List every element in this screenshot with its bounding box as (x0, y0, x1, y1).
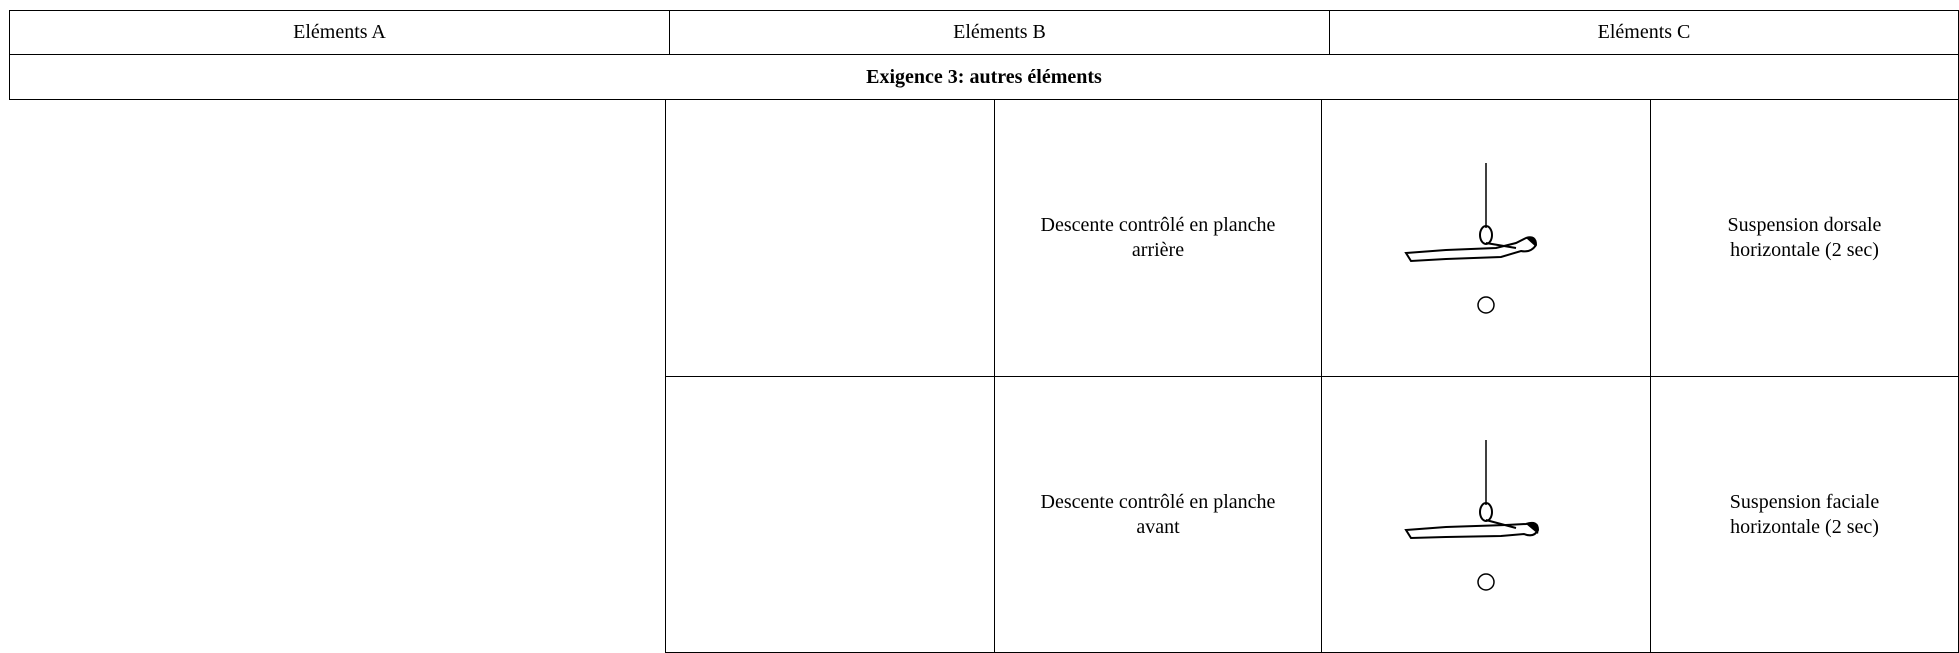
header-cell: Eléments A (9, 10, 670, 55)
gymnast-figure (1404, 439, 1540, 591)
figure-cell (1321, 99, 1651, 377)
gymnast-figure (1404, 163, 1538, 314)
empty-cell (665, 99, 995, 377)
cell-text: Suspension faciale horizontale (2 sec) (1650, 376, 1959, 653)
figure-cell (1321, 376, 1651, 653)
empty-cell (665, 376, 995, 653)
cell-text: Descente contrôlé en planche arrière (994, 99, 1322, 377)
cell-text: Suspension dorsale horizontale (2 sec) (1650, 99, 1959, 377)
cell-text: Descente contrôlé en planche avant (994, 376, 1322, 653)
header-cell: Eléments C (1329, 10, 1959, 55)
section-title: Exigence 3: autres éléments (9, 54, 1959, 100)
header-cell: Eléments B (669, 10, 1330, 55)
